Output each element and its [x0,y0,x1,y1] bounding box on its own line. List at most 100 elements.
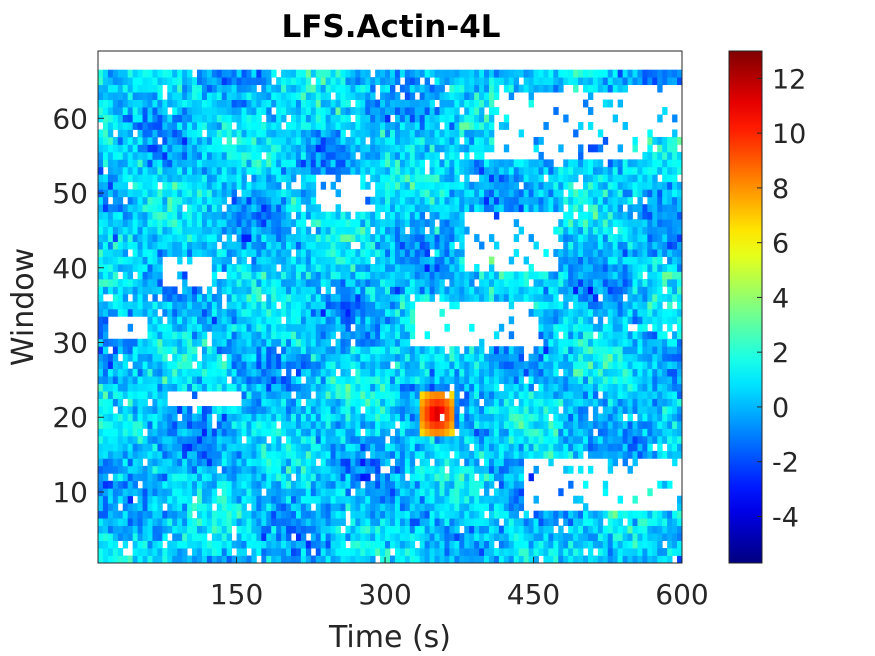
heatmap-cell [390,473,396,482]
heatmap-cell [132,174,138,183]
heatmap-cell [226,286,233,295]
heatmap-cell [488,443,495,452]
heatmap-cell [152,211,158,220]
heatmap-cell [409,548,416,556]
heatmap-cell [142,338,148,347]
heatmap-cell [459,443,465,452]
heatmap-cell [127,92,134,100]
heatmap-cell [286,473,292,482]
heatmap-cell [122,413,129,422]
heatmap-cell [236,308,242,317]
heatmap-cell [414,114,421,123]
heatmap-cell [300,84,307,93]
heatmap-cell [380,488,386,497]
heatmap-cell [315,107,322,115]
heatmap-cell [394,129,401,138]
heatmap-cell [162,249,168,257]
heatmap-cell [201,316,208,325]
heatmap-cell [276,129,282,138]
heatmap-cell [167,331,173,340]
heatmap-cell [196,533,203,541]
heatmap-cell [211,166,218,175]
heatmap-cell [172,122,178,130]
heatmap-cell [177,555,183,564]
heatmap-cell [281,353,287,362]
heatmap-cell [152,151,158,160]
heatmap-cell [241,533,247,541]
heatmap-cell [300,331,307,340]
heatmap-cell [355,533,361,541]
heatmap-cell [231,144,237,153]
heatmap-cell [399,181,406,190]
heatmap-cell [360,114,366,123]
heatmap-cell [117,196,124,205]
heatmap-cell [484,473,490,482]
heatmap-cell [216,353,223,362]
heatmap-cell [330,510,336,519]
heatmap-cell [469,92,475,100]
heatmap-cell [172,69,178,78]
heatmap-cell [286,211,292,220]
heatmap-cell [340,234,346,242]
heatmap-cell [375,383,381,392]
heatmap-cell [350,443,356,452]
heatmap-cell [112,548,119,556]
heatmap-cell [177,406,183,414]
heatmap-cell [201,420,208,429]
heatmap-cell [479,406,485,414]
heatmap-cell [226,84,233,93]
heatmap-cell [429,503,435,512]
heatmap-cell [449,278,455,287]
heatmap-cell [98,555,104,564]
heatmap-cell [503,204,510,213]
heatmap-cell [256,398,262,407]
heatmap-cell [221,278,228,287]
heatmap-cell [488,525,495,534]
heatmap-cell [177,166,183,175]
heatmap-cell [147,241,153,250]
heatmap-cell [261,271,267,280]
heatmap-cell [375,293,381,302]
heatmap-cell [360,144,366,153]
heatmap-cell [137,234,143,242]
heatmap-cell [409,159,416,168]
heatmap-cell [404,144,411,153]
heatmap-cell [147,166,153,175]
heatmap-cell [439,129,445,138]
heatmap-cell [157,114,163,123]
heatmap-cell [469,458,475,467]
heatmap-cell [221,241,228,250]
heatmap-cell [394,495,401,504]
heatmap-cell [484,122,490,130]
heatmap-cell [201,301,208,310]
heatmap-cell [152,458,158,467]
heatmap-cell [390,406,396,414]
heatmap-cell [167,308,173,317]
heatmap-cell [365,166,371,175]
heatmap-cell [310,211,317,220]
heatmap-cell [414,435,421,444]
heatmap-cell [409,495,416,504]
heatmap-cell [216,234,223,242]
heatmap-cell [370,555,376,564]
heatmap-cell [286,488,292,497]
heatmap-cell [221,368,228,377]
heatmap-cell [137,353,143,362]
heatmap-cell [276,204,282,213]
heatmap-cell [246,331,252,340]
heatmap-cell [300,151,307,160]
heatmap-cell [201,151,208,160]
heatmap-cell [266,114,272,123]
heatmap-cell [226,99,233,108]
heatmap-cell [231,331,237,340]
heatmap-cell [182,450,188,459]
heatmap-cell [464,406,470,414]
heatmap-cell [370,331,376,340]
heatmap-cell [355,406,361,414]
heatmap-cell [439,84,445,93]
heatmap-cell [112,256,119,265]
heatmap-cell [187,107,193,115]
heatmap-cell [122,234,129,242]
heatmap-cell [355,331,361,340]
heatmap-cell [325,316,332,325]
